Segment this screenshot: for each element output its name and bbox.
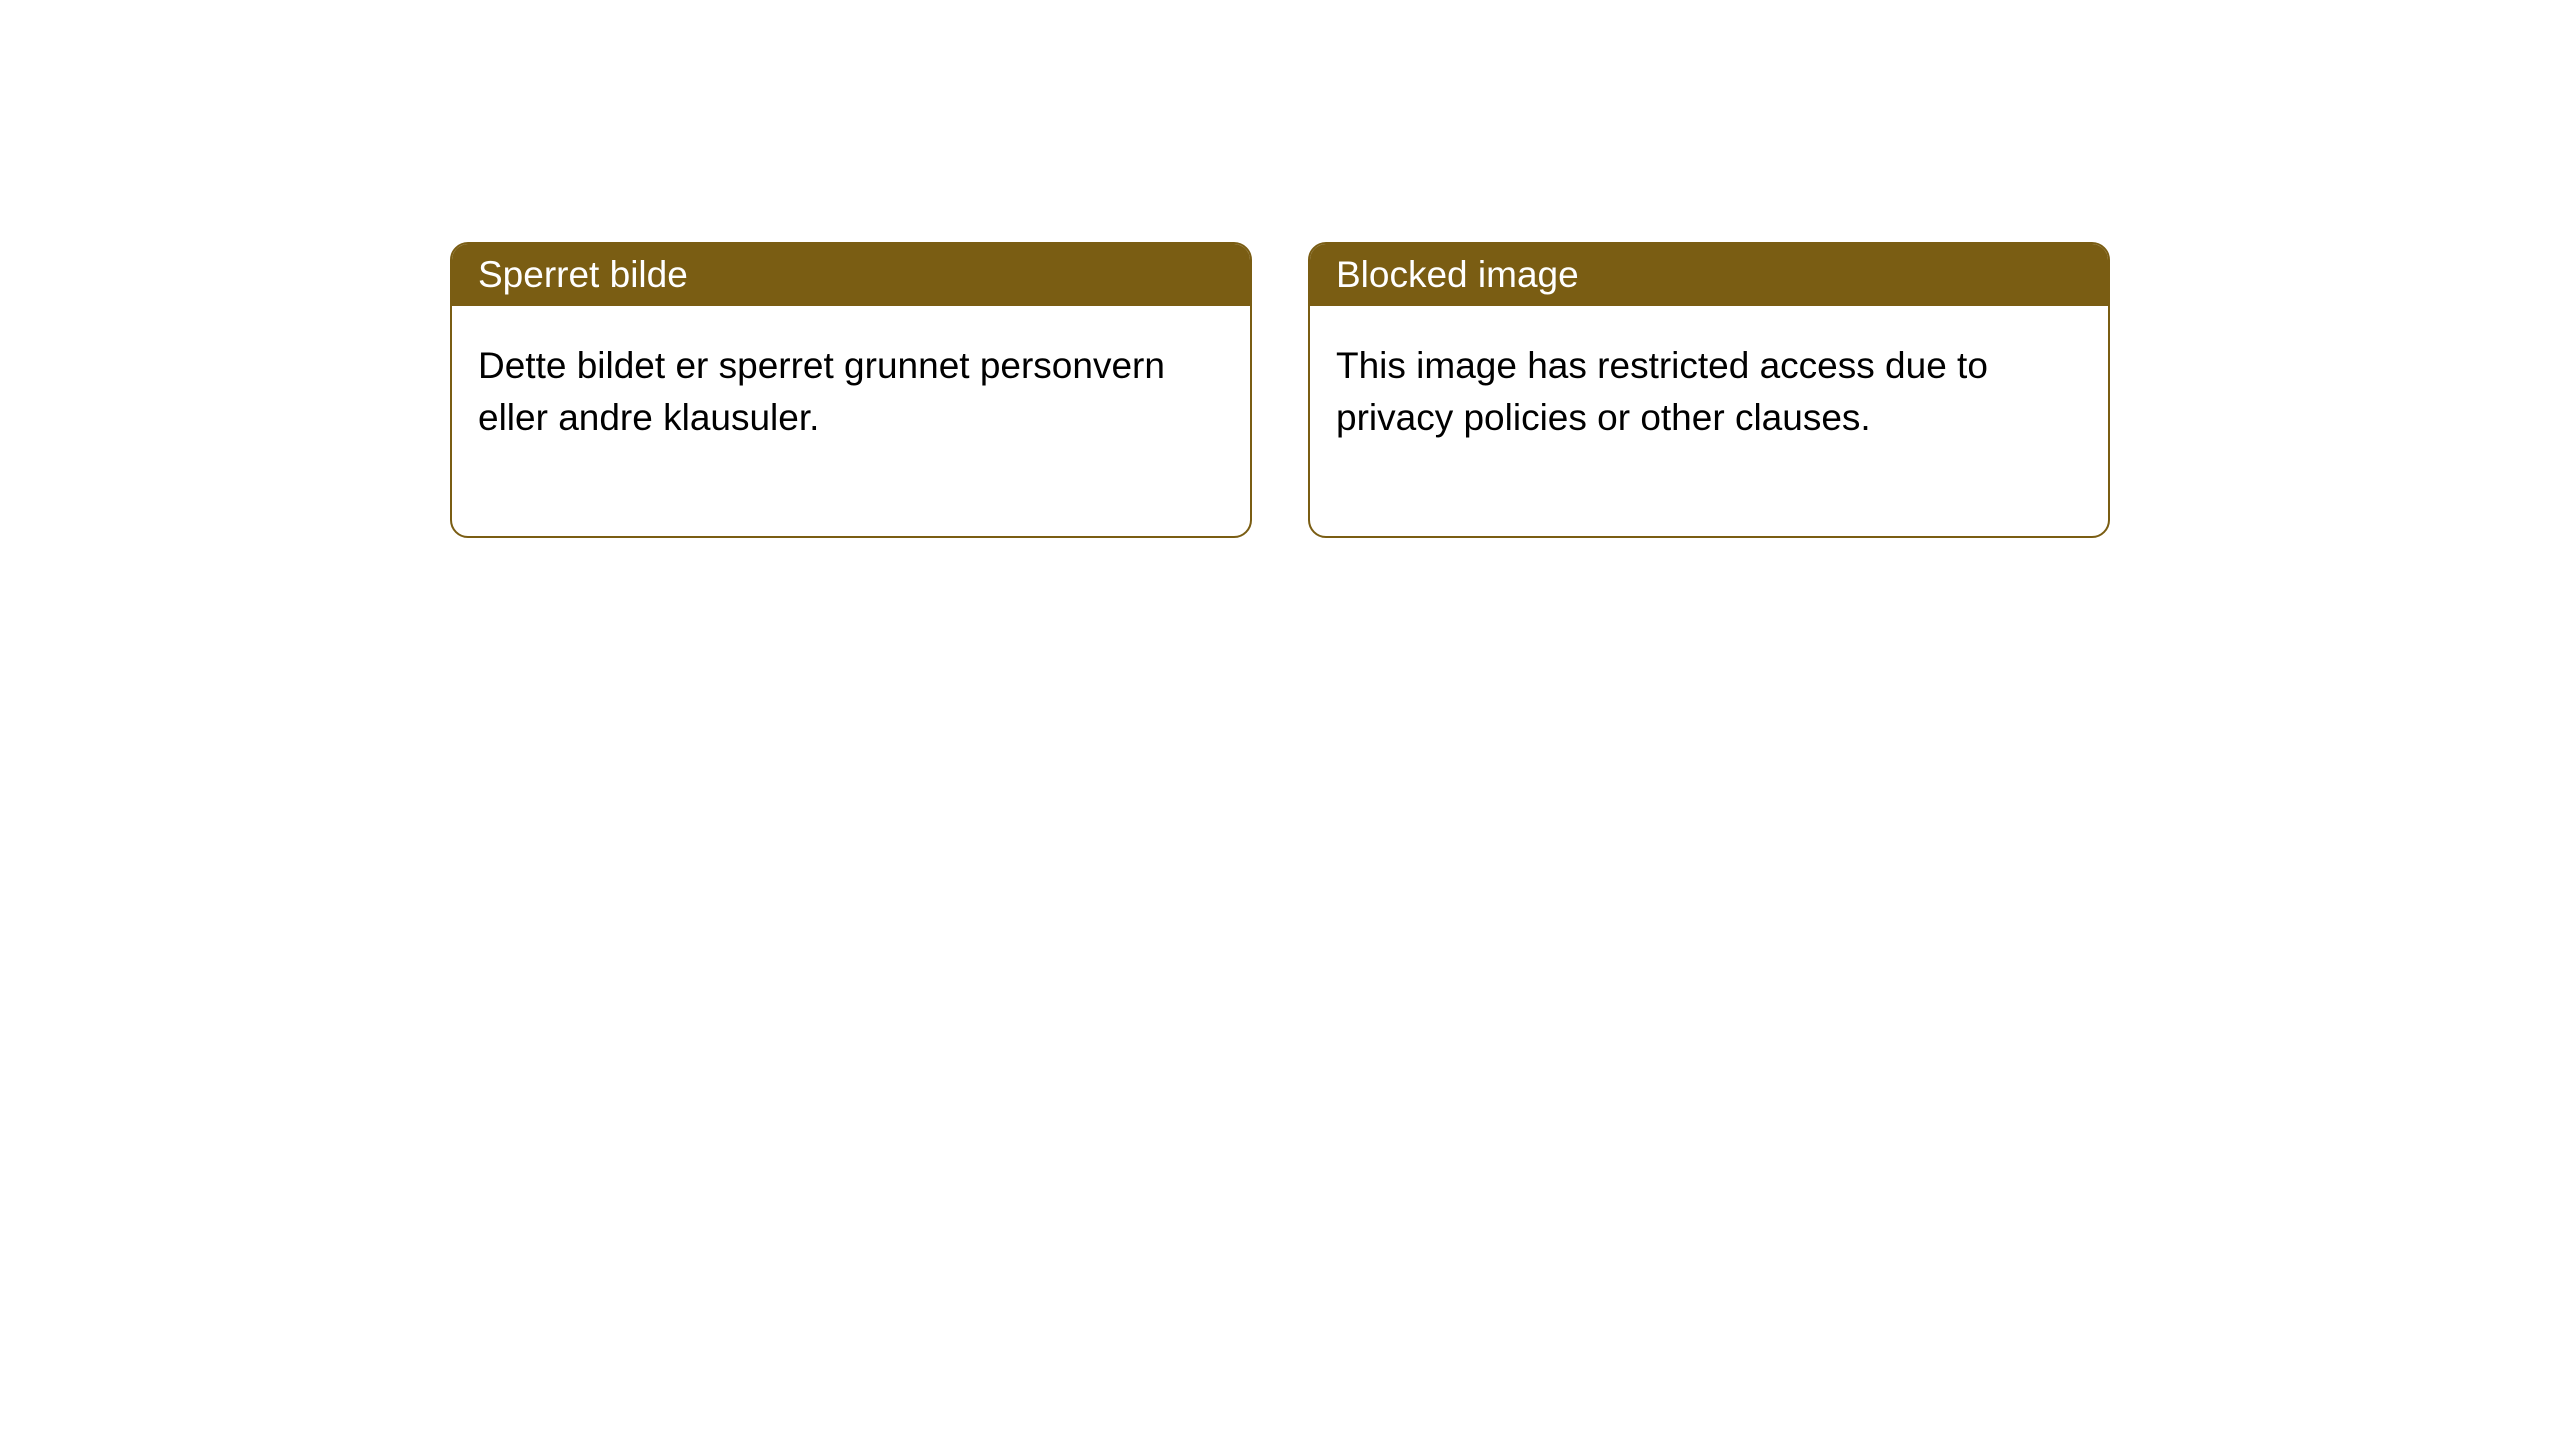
card-message: This image has restricted access due to … [1336,345,1988,438]
card-title: Blocked image [1336,254,1579,295]
card-message: Dette bildet er sperret grunnet personve… [478,345,1165,438]
blocked-image-card-no: Sperret bilde Dette bildet er sperret gr… [450,242,1252,538]
card-title: Sperret bilde [478,254,688,295]
blocked-image-card-en: Blocked image This image has restricted … [1308,242,2110,538]
card-header: Blocked image [1310,244,2108,306]
card-body: This image has restricted access due to … [1310,306,2108,536]
notice-container: Sperret bilde Dette bildet er sperret gr… [450,242,2110,538]
card-body: Dette bildet er sperret grunnet personve… [452,306,1250,536]
card-header: Sperret bilde [452,244,1250,306]
